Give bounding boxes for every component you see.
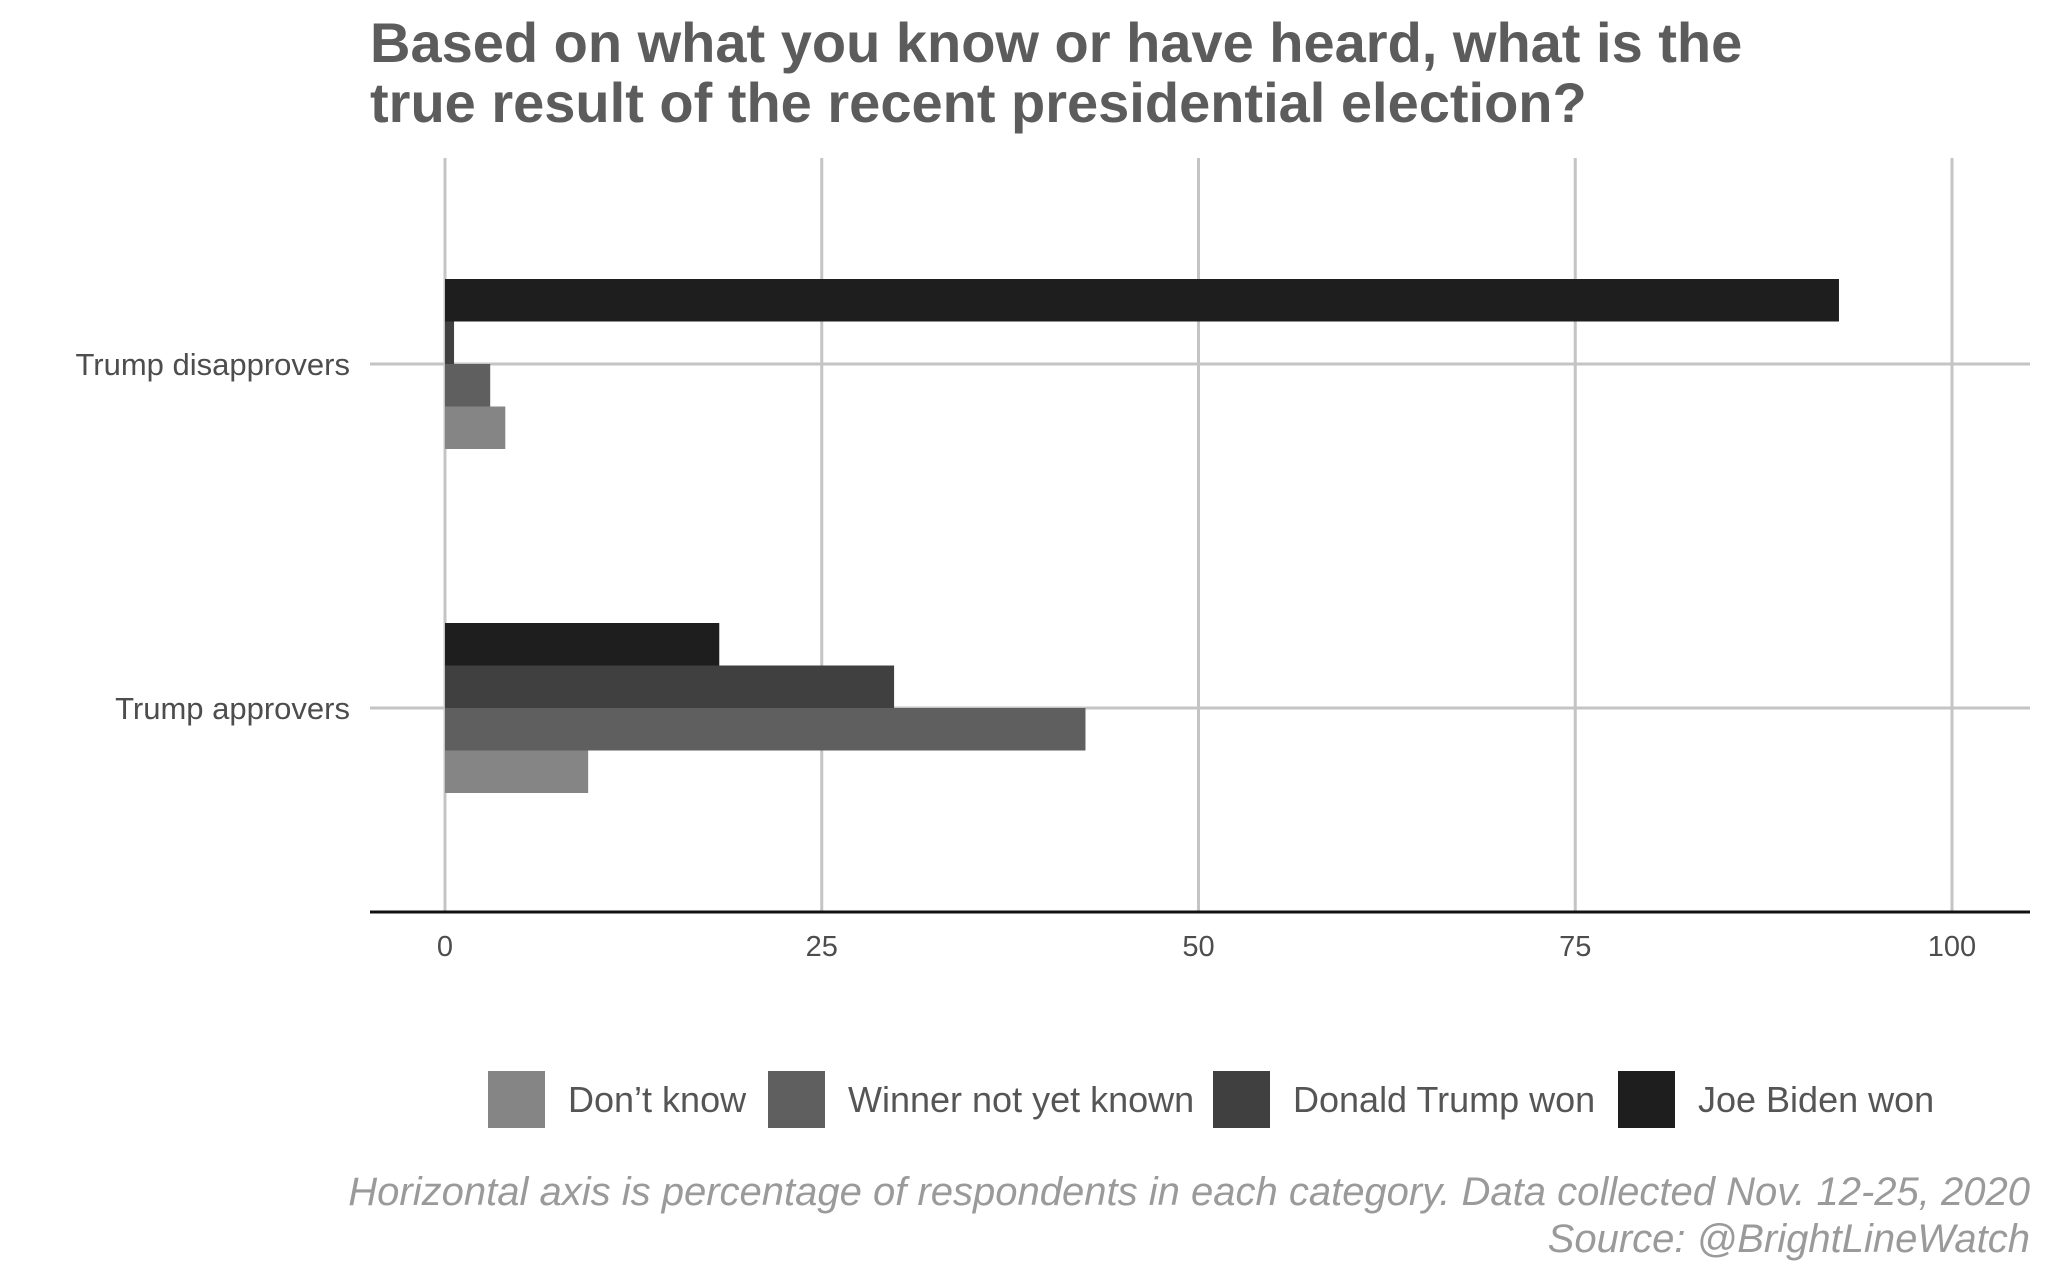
x-tick-label: 50 bbox=[1182, 931, 1214, 963]
gridlines bbox=[370, 158, 2030, 912]
bar bbox=[445, 708, 1086, 751]
bar bbox=[445, 321, 455, 364]
legend-label: Don’t know bbox=[568, 1079, 747, 1120]
legend: Don’t know Winner not yet known Donald Tru… bbox=[488, 1071, 1934, 1128]
chart-title-line-1: Based on what you know or have heard, wh… bbox=[370, 11, 1742, 74]
category-label: Trump disapprovers bbox=[75, 347, 350, 382]
category-labels: Trump disapprovers Trump approvers bbox=[75, 347, 350, 726]
x-axis-ticks: 0 25 50 75 100 bbox=[437, 931, 1976, 963]
x-tick-label: 75 bbox=[1559, 931, 1591, 963]
caption: Horizontal axis is percentage of respond… bbox=[348, 1170, 2030, 1261]
bar bbox=[445, 364, 491, 407]
legend-label: Joe Biden won bbox=[1698, 1079, 1934, 1120]
x-tick-label: 0 bbox=[437, 931, 453, 963]
bar bbox=[445, 406, 506, 449]
category-label: Trump approvers bbox=[115, 691, 350, 726]
caption-line-2: Source: @BrightLineWatch bbox=[1548, 1217, 2030, 1261]
legend-swatch bbox=[1618, 1071, 1675, 1128]
legend-label: Donald Trump won bbox=[1293, 1079, 1595, 1120]
caption-line-1: Horizontal axis is percentage of respond… bbox=[348, 1170, 2030, 1214]
bar bbox=[445, 750, 589, 793]
legend-swatch bbox=[768, 1071, 825, 1128]
bar bbox=[445, 623, 720, 666]
chart-title: Based on what you know or have heard, wh… bbox=[370, 11, 1742, 134]
chart-title-line-2: true result of the recent presidential e… bbox=[370, 71, 1587, 134]
legend-label: Winner not yet known bbox=[848, 1079, 1194, 1120]
bars bbox=[445, 279, 1839, 793]
legend-swatch bbox=[1213, 1071, 1270, 1128]
x-tick-label: 25 bbox=[806, 931, 838, 963]
bar bbox=[445, 279, 1839, 322]
bar bbox=[445, 665, 895, 708]
legend-swatch bbox=[488, 1071, 545, 1128]
x-tick-label: 100 bbox=[1928, 931, 1976, 963]
